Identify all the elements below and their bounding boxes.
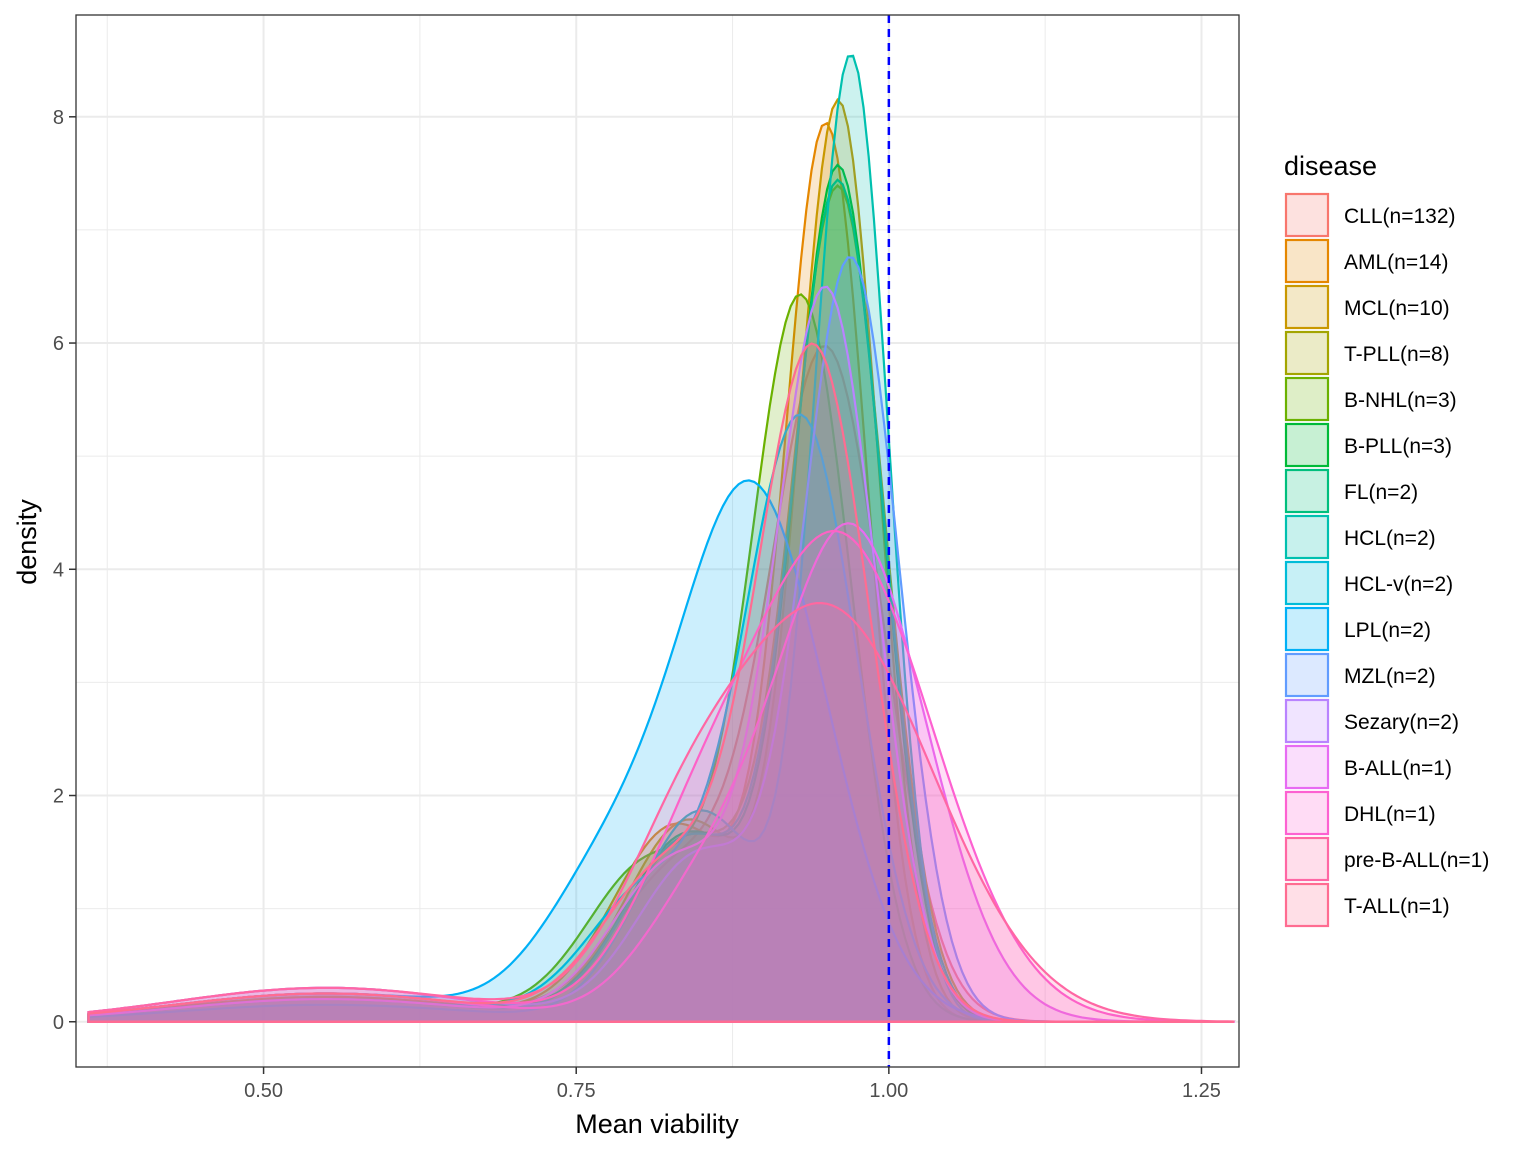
x-axis-title: Mean viability	[575, 1109, 739, 1139]
y-axis-title: density	[12, 499, 42, 585]
y-tick-label: 4	[53, 559, 64, 581]
legend-label: pre-B-ALL(n=1)	[1344, 849, 1489, 872]
legend-key	[1284, 422, 1330, 468]
legend-label: CLL(n=132)	[1344, 205, 1456, 228]
legend: disease CLL(n=132) AML(n=14) MCL(n=10) T-PL…	[1284, 151, 1489, 928]
legend-label: B-NHL(n=3)	[1344, 389, 1457, 412]
y-tick-label: 8	[53, 107, 64, 129]
legend-key	[1284, 468, 1330, 514]
y-tick-label: 2	[53, 786, 64, 808]
legend-key	[1284, 238, 1330, 284]
legend-key	[1284, 514, 1330, 560]
legend-label: Sezary(n=2)	[1344, 711, 1459, 734]
legend-key	[1284, 284, 1330, 330]
x-tick-label: 0.75	[557, 1080, 596, 1102]
panel-border	[75, 14, 1240, 1068]
legend-title: disease	[1284, 151, 1377, 181]
axes: 0.50 0.75 1.00 1.25 0 2 4 6 8	[53, 14, 1240, 1102]
legend-key	[1284, 836, 1330, 882]
y-tick-label: 6	[53, 333, 64, 355]
legend-label: HCL-v(n=2)	[1344, 573, 1453, 596]
y-tick-label: 0	[53, 1012, 64, 1034]
legend-key	[1284, 376, 1330, 422]
legend-key	[1284, 192, 1330, 238]
density-curve-14	[87, 602, 1235, 1023]
legend-key	[1284, 882, 1330, 928]
legend-key	[1284, 698, 1330, 744]
density-series	[87, 54, 1236, 1023]
legend-label: FL(n=2)	[1344, 481, 1418, 504]
legend-label: B-ALL(n=1)	[1344, 757, 1452, 780]
legend-label: T-ALL(n=1)	[1344, 895, 1450, 918]
legend-label: MZL(n=2)	[1344, 665, 1436, 688]
legend-label: MCL(n=10)	[1344, 297, 1450, 320]
x-tick-label: 0.50	[244, 1080, 283, 1102]
density-curve-15	[87, 342, 1236, 1023]
legend-label: HCL(n=2)	[1344, 527, 1436, 550]
x-tick-label: 1.25	[1182, 1080, 1221, 1102]
legend-label: T-PLL(n=8)	[1344, 343, 1450, 366]
x-tick-label: 1.00	[869, 1080, 908, 1102]
legend-label: B-PLL(n=3)	[1344, 435, 1452, 458]
legend-label: DHL(n=1)	[1344, 803, 1436, 826]
legend-key	[1284, 652, 1330, 698]
legend-label: AML(n=14)	[1344, 251, 1448, 274]
legend-key	[1284, 606, 1330, 652]
legend-key	[1284, 744, 1330, 790]
legend-key	[1284, 790, 1330, 836]
legend-key	[1284, 330, 1330, 376]
legend-key	[1284, 560, 1330, 606]
legend-label: LPL(n=2)	[1344, 619, 1431, 642]
